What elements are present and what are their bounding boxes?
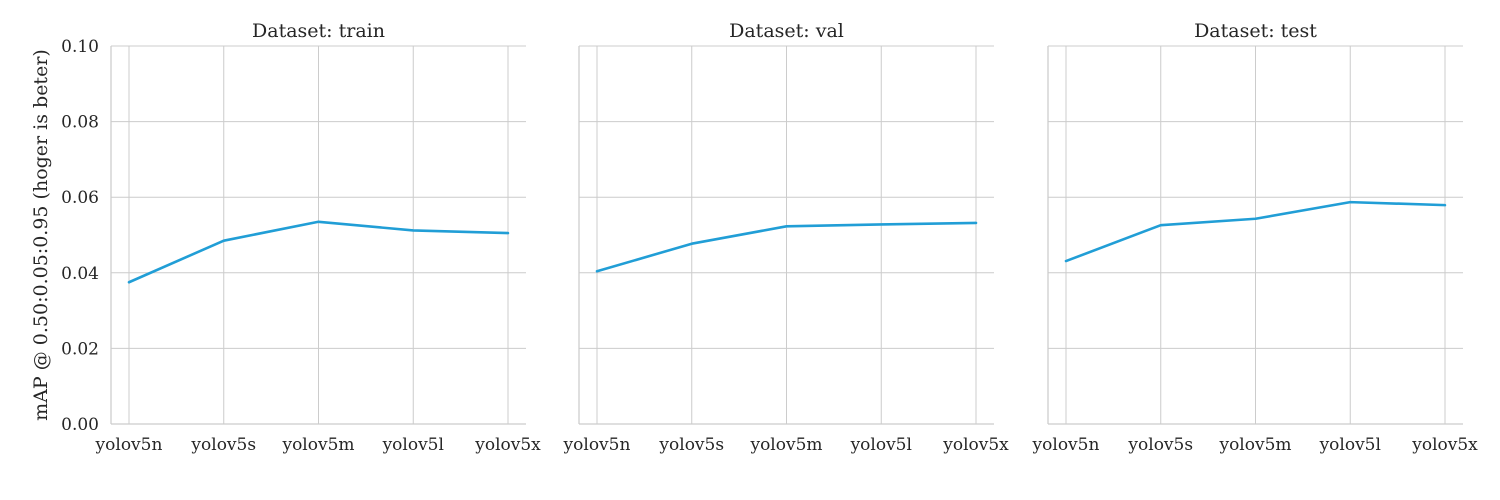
y-tick-label: 0.02 bbox=[61, 339, 99, 359]
x-tick-label: yolov5x bbox=[1411, 435, 1478, 455]
y-tick-label: 0.04 bbox=[61, 264, 99, 284]
panel-title: Dataset: train bbox=[252, 20, 385, 42]
x-tick-label: yolov5n bbox=[95, 435, 163, 455]
x-tick-label: yolov5l bbox=[850, 435, 912, 455]
x-tick-label: yolov5s bbox=[190, 435, 256, 455]
y-axis-label: mAP @ 0.50:0.05:0.95 (hoger is beter) bbox=[30, 49, 52, 421]
x-tick-label: yolov5n bbox=[1032, 435, 1100, 455]
x-tick-label: yolov5n bbox=[563, 435, 631, 455]
panel-title: Dataset: val bbox=[729, 20, 844, 42]
x-tick-label: yolov5s bbox=[1127, 435, 1193, 455]
x-tick-label: yolov5l bbox=[1319, 435, 1381, 455]
x-tick-label: yolov5x bbox=[942, 435, 1009, 455]
series-line bbox=[1064, 200, 1447, 263]
series-line bbox=[595, 221, 978, 273]
x-tick-label: yolov5s bbox=[658, 435, 724, 455]
y-tick-label: 0.08 bbox=[61, 113, 99, 133]
x-tick-label: yolov5m bbox=[281, 435, 354, 455]
panel-title: Dataset: test bbox=[1194, 20, 1317, 42]
y-tick-label: 0.00 bbox=[61, 415, 99, 435]
panel-0: 0.00 0.02 0.04 0.06 0.08 0.10 yolov5n yolov5s yo… bbox=[61, 20, 541, 455]
x-tick-label: yolov5l bbox=[382, 435, 444, 455]
y-tick-label: 0.06 bbox=[61, 188, 99, 208]
panel-2: yolov5n yolov5s yolov5m yolov5l yolov5x Datas… bbox=[1032, 20, 1479, 455]
x-tick-label: yolov5x bbox=[474, 435, 541, 455]
x-tick-label: yolov5m bbox=[749, 435, 822, 455]
series-line bbox=[127, 220, 510, 284]
panel-1: yolov5n yolov5s yolov5m yolov5l yolov5x Datas… bbox=[563, 20, 1010, 455]
y-tick-label: 0.10 bbox=[61, 37, 99, 57]
x-tick-label: yolov5m bbox=[1218, 435, 1291, 455]
